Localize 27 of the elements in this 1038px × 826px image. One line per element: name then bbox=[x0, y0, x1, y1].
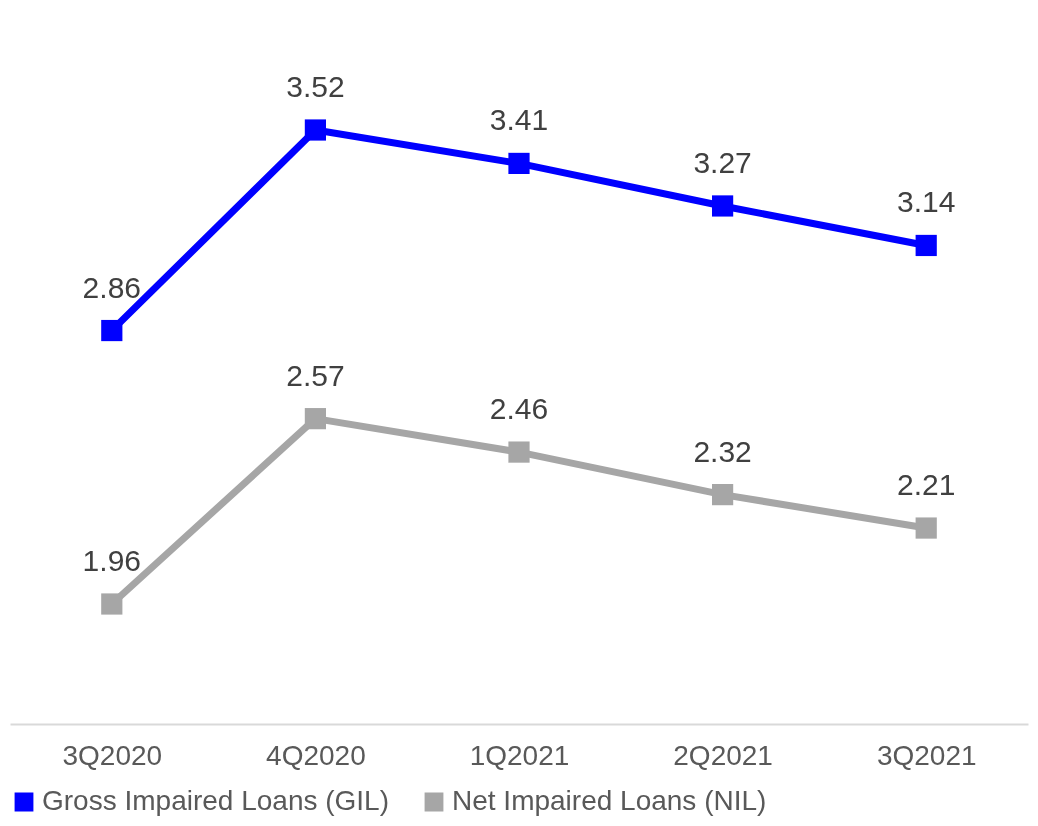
data-label: 2.57 bbox=[286, 358, 345, 392]
x-tick-label: 2Q2021 bbox=[673, 739, 773, 771]
data-label: 3.14 bbox=[897, 185, 956, 219]
data-label: 2.21 bbox=[897, 468, 956, 502]
data-label: 2.32 bbox=[693, 434, 752, 468]
data-label: 3.41 bbox=[489, 103, 549, 137]
point bbox=[915, 234, 937, 257]
data-label: 2.46 bbox=[489, 392, 549, 426]
point bbox=[508, 152, 530, 175]
x-tick-label: 3Q2020 bbox=[62, 739, 163, 771]
point bbox=[101, 319, 123, 342]
x-tick-label: 3Q2021 bbox=[876, 739, 977, 771]
point bbox=[101, 593, 123, 615]
data-label: 2.86 bbox=[82, 270, 141, 304]
point bbox=[915, 517, 937, 539]
data-label: 3.27 bbox=[693, 145, 752, 179]
point bbox=[711, 484, 734, 506]
x-tick-label: 1Q2021 bbox=[469, 739, 570, 771]
point bbox=[304, 119, 327, 141]
x-tick-label: 4Q2020 bbox=[266, 739, 366, 771]
data-label: 1.96 bbox=[82, 544, 141, 577]
legend-label: Net Impaired Loans (NIL) bbox=[452, 785, 767, 816]
point bbox=[508, 441, 530, 463]
data-label: 3.52 bbox=[286, 70, 345, 103]
point bbox=[304, 408, 327, 430]
point bbox=[711, 195, 734, 217]
legend-label: Gross Impaired Loans (GIL) bbox=[42, 785, 390, 816]
